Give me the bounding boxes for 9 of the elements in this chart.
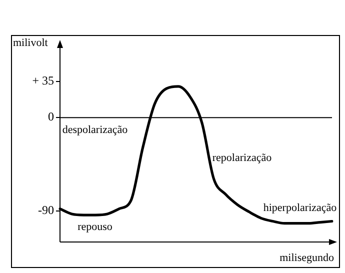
annotation: repolarização — [212, 152, 272, 164]
annotation: repouso — [78, 220, 113, 233]
annotation: hiperpolarização — [263, 202, 338, 214]
annotation: despolarização — [62, 124, 128, 136]
x-axis-title: milisegundo — [280, 252, 334, 264]
y-axis-title: milivolt — [13, 36, 48, 49]
y-tick-label: 0 — [48, 110, 54, 124]
y-tick-label: -90 — [38, 203, 54, 218]
y-tick-label: + 35 — [32, 73, 54, 88]
